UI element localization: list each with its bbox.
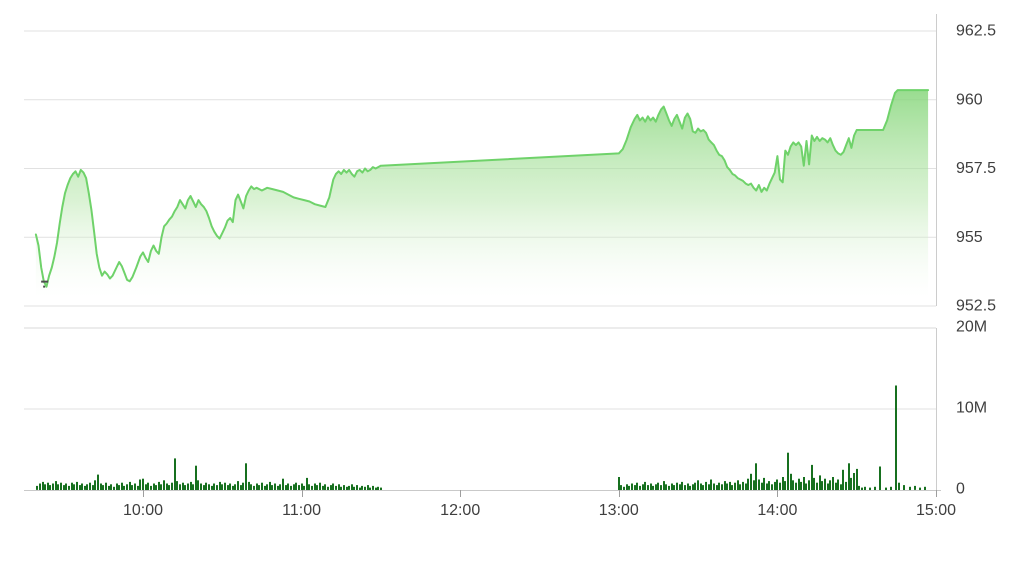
price-axis-label: 962.5: [956, 23, 996, 40]
volume-axis-label: 0: [956, 481, 965, 498]
y-axis-labels: 962.5 960 957.5 955 952.5 20M 10M 0: [956, 23, 996, 498]
volume-gridlines: [24, 327, 936, 410]
x-axis: [143, 490, 937, 497]
pane-borders: [24, 14, 941, 491]
price-axis-label: 957.5: [956, 160, 996, 177]
time-axis-label: 12:00: [440, 502, 480, 519]
x-axis-labels: 10:00 11:00 12:00 13:00 14:00 15:00: [123, 502, 956, 519]
time-axis-label: 13:00: [599, 502, 639, 519]
time-axis-label: 11:00: [282, 502, 321, 519]
time-axis-label: 15:00: [916, 502, 956, 519]
volume-axis-label: 10M: [956, 400, 987, 417]
volume-bars: [36, 385, 926, 491]
time-axis-label: 14:00: [757, 502, 797, 519]
volume-axis-label: 20M: [956, 319, 987, 336]
price-axis-label: 952.5: [956, 298, 996, 315]
session-open-marker: [41, 280, 49, 288]
price-axis-label: 960: [956, 91, 983, 108]
time-axis-label: 10:00: [123, 502, 163, 519]
price-axis-label: 955: [956, 229, 983, 246]
price-area-series: [34, 89, 930, 306]
